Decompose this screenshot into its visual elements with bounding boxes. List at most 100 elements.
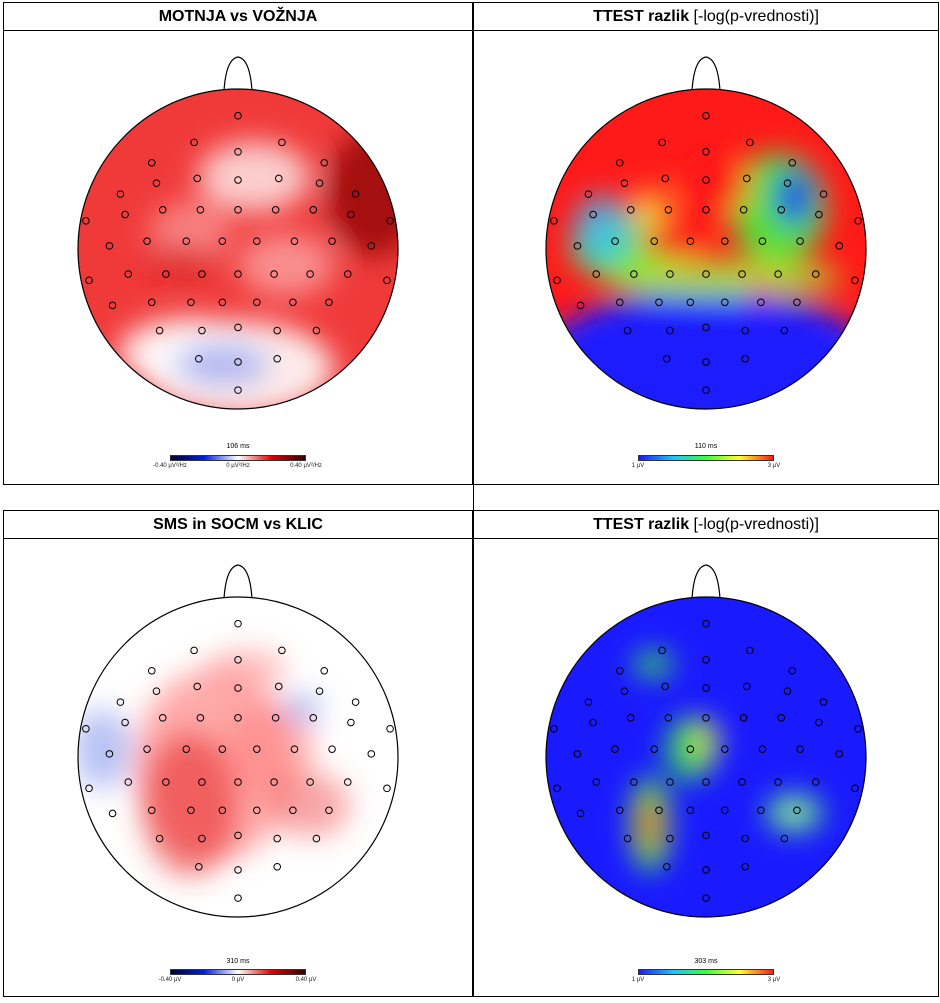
map-blob — [693, 718, 719, 764]
electrode-marker — [615, 666, 624, 675]
panel-title-bold: MOTNJA vs VOŽNJA — [158, 8, 318, 25]
electrode-marker — [271, 714, 280, 722]
electrode-marker — [780, 326, 789, 335]
electrode-marker — [198, 834, 206, 843]
electrode-marker — [234, 655, 242, 664]
electrode-marker — [742, 682, 751, 691]
electrode-marker — [746, 138, 754, 147]
electrode-marker — [162, 778, 170, 786]
map-blob — [602, 258, 842, 297]
colorbar-tick-label: -0.40 µV — [158, 977, 182, 983]
map-blob — [640, 795, 660, 853]
colorbar-gradient — [170, 969, 306, 975]
electrode-marker — [626, 206, 635, 214]
electrode-marker — [273, 834, 282, 843]
electrode-marker — [702, 176, 710, 184]
electrode-marker — [777, 206, 786, 214]
electrode-marker — [193, 174, 202, 183]
electrode-marker — [147, 298, 156, 307]
electrode-marker — [234, 714, 242, 722]
electrode-marker — [158, 714, 167, 722]
electrode-marker — [630, 270, 638, 278]
electrode-marker — [592, 778, 601, 786]
electrode-marker — [108, 301, 117, 310]
electrode-marker — [147, 158, 156, 167]
electrode-marker — [196, 206, 205, 214]
map-blob — [749, 279, 775, 299]
electrode-marker — [309, 206, 318, 214]
electrode-marker — [289, 806, 297, 815]
electrode-marker — [198, 270, 206, 278]
electrode-marker — [630, 778, 638, 786]
electrode-marker — [550, 724, 558, 733]
electrode-marker — [664, 714, 673, 722]
electrode-marker — [702, 831, 710, 840]
electrode-marker — [589, 718, 597, 727]
colorbar-tick-label: -0.40 µV²/Hz — [153, 463, 187, 469]
electrode-marker — [576, 301, 585, 310]
electrode-marker — [124, 270, 133, 278]
center-divider — [473, 485, 474, 510]
electrode-marker — [343, 778, 352, 786]
electrode-marker — [328, 745, 336, 753]
electrode-marker — [325, 298, 333, 307]
electrode-marker — [234, 831, 242, 840]
colorbar: -0.40 µV²/Hz 0 µV²/Hz 0.40 µV²/Hz — [4, 455, 472, 479]
electrode-marker — [757, 298, 765, 307]
colorbar-gradient — [638, 455, 774, 461]
topomap — [77, 564, 399, 918]
map-blob — [774, 169, 814, 227]
panel-title-bold: TTEST razlik — [593, 516, 690, 533]
electrode-marker — [306, 778, 314, 786]
electrode-marker — [783, 687, 792, 695]
electrode-marker — [550, 216, 558, 225]
colorbar-gradient — [638, 969, 774, 975]
electrode-marker — [666, 778, 674, 786]
electrode-marker — [686, 806, 695, 815]
electrode-marker — [774, 778, 782, 786]
electrode-marker — [702, 619, 710, 628]
electrode-marker — [253, 806, 261, 815]
map-blobs — [630, 651, 823, 873]
electrode-marker — [819, 698, 828, 706]
electrode-marker — [386, 216, 394, 225]
scalp-map — [546, 89, 866, 409]
colorbar-tick-label: 1 µV — [631, 463, 645, 469]
electrode-marker — [320, 158, 329, 167]
electrode-marker — [234, 323, 242, 332]
map-blob — [326, 129, 398, 257]
topomap — [77, 56, 399, 410]
electrode-marker — [218, 745, 227, 753]
electrode-marker — [270, 778, 278, 786]
electrode-marker — [383, 784, 391, 793]
electrode-marker — [738, 270, 746, 278]
colorbar-tick-label: 0.40 µV²/Hz — [290, 463, 322, 469]
time-label: 110 ms — [694, 443, 718, 450]
head-outline — [545, 596, 867, 918]
electrode-marker — [741, 354, 750, 363]
electrode-marker — [774, 270, 782, 278]
electrode-marker — [312, 834, 321, 843]
electrode-marker — [253, 745, 261, 753]
electrode-marker — [85, 276, 93, 285]
electrode-marker — [796, 237, 804, 245]
map-blob — [634, 651, 673, 677]
electrode-marker — [819, 190, 828, 198]
electrode-marker — [234, 270, 242, 278]
electrode-marker — [854, 216, 862, 225]
electrode-marker — [312, 326, 321, 335]
panel-title-bold: TTEST razlik — [593, 8, 690, 25]
map-blob — [174, 341, 270, 387]
map-blob — [778, 803, 810, 823]
electrode-marker — [270, 270, 278, 278]
panel-sms-socm-vs-klic: SMS in SOCM vs KLIC 310 ms -0.40 µV 0 µV 0… — [3, 510, 473, 997]
electrode-marker — [620, 687, 629, 695]
electrode-marker — [328, 237, 336, 245]
electrode-marker — [851, 784, 859, 793]
electrode-marker — [615, 298, 624, 307]
electrode-marker — [315, 179, 324, 187]
electrode-marker — [193, 682, 202, 691]
electrode-marker — [623, 326, 632, 335]
electrode-marker — [367, 750, 376, 758]
electrode-marker — [702, 323, 710, 332]
